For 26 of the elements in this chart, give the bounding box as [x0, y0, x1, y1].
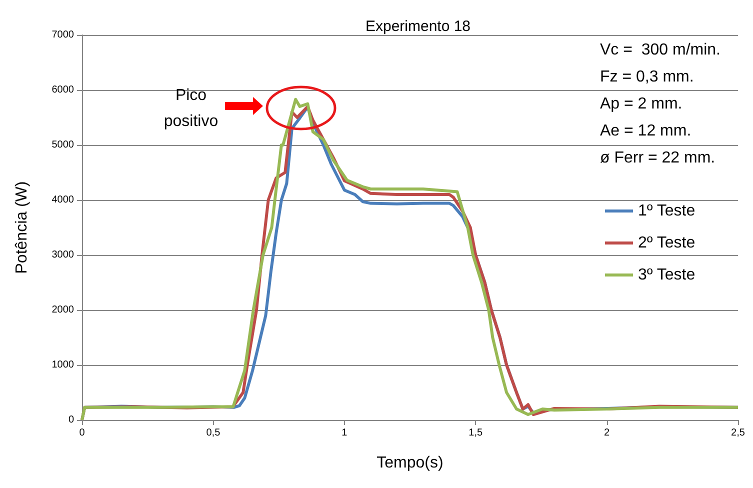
y-axis-title: Potência (W) [14, 181, 30, 274]
annotation: Vc = 300 m/min. [600, 42, 720, 58]
y-tick-label: 4000 [52, 194, 74, 206]
y-tick-label: 1000 [52, 360, 74, 370]
legend-label: 2º Teste [638, 234, 696, 252]
y-tick-label: 2000 [52, 304, 74, 316]
legend-label: 1º Teste [638, 202, 696, 220]
x-tick-label: 1,5 [468, 428, 483, 438]
y-tick-label: 6000 [52, 84, 74, 96]
x-tick-label: 0,5 [206, 428, 221, 438]
x-tick-label: 2 [604, 428, 610, 438]
annotation: Ap = 2 mm. [600, 96, 682, 112]
annotation: Fz = 0,3 mm. [600, 68, 694, 86]
legend-label: 3º Teste [638, 266, 696, 284]
x-tick-label: 1 [342, 428, 348, 438]
y-tick-label: 7000 [52, 30, 74, 40]
annotation: Pico positivo [164, 87, 218, 130]
annotation: ø Ferr = 22 mm. [600, 150, 716, 166]
x-tick-label: 2,5 [731, 428, 746, 438]
y-tick-label: 5000 [52, 140, 74, 150]
y-tick-label: 0 [68, 414, 74, 426]
chart-title: Experimento 18 [365, 18, 471, 35]
y-tick-label: 3000 [52, 250, 74, 260]
x-axis-title: Tempo(s) [376, 454, 444, 472]
annotation: Ae = 12 mm. [600, 122, 692, 140]
x-tick-label: 0 [79, 428, 86, 438]
